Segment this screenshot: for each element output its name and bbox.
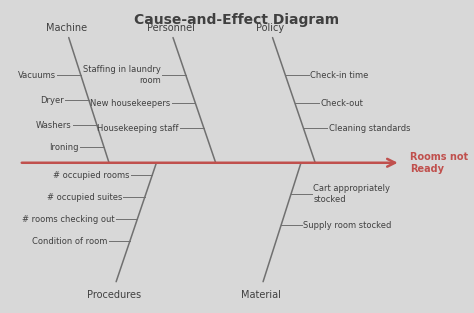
Text: Staffing in laundry
room: Staffing in laundry room — [83, 65, 161, 85]
Text: Condition of room: Condition of room — [32, 237, 108, 245]
Text: # occupied suites: # occupied suites — [47, 193, 122, 202]
Text: Policy: Policy — [256, 23, 284, 33]
Text: Rooms not
Ready: Rooms not Ready — [410, 151, 468, 174]
Text: Supply room stocked: Supply room stocked — [303, 221, 392, 230]
Text: Check-out: Check-out — [320, 99, 363, 108]
Text: Cleaning standards: Cleaning standards — [328, 124, 410, 133]
Text: # occupied rooms: # occupied rooms — [54, 171, 130, 180]
Text: Cause-and-Effect Diagram: Cause-and-Effect Diagram — [135, 13, 339, 27]
Text: Machine: Machine — [46, 23, 87, 33]
Text: Procedures: Procedures — [87, 290, 141, 300]
Text: Washers: Washers — [36, 121, 72, 130]
Text: Ironing: Ironing — [49, 143, 79, 151]
Text: Personnel: Personnel — [146, 23, 195, 33]
Text: Vacuums: Vacuums — [18, 71, 55, 80]
Text: # rooms checking out: # rooms checking out — [22, 215, 115, 223]
Text: Housekeeping staff: Housekeeping staff — [97, 124, 179, 133]
Text: Check-in time: Check-in time — [310, 71, 369, 80]
Text: Cart appropriately
stocked: Cart appropriately stocked — [313, 184, 390, 204]
Text: Dryer: Dryer — [40, 96, 64, 105]
Text: New housekeepers: New housekeepers — [90, 99, 170, 108]
Text: Material: Material — [241, 290, 281, 300]
